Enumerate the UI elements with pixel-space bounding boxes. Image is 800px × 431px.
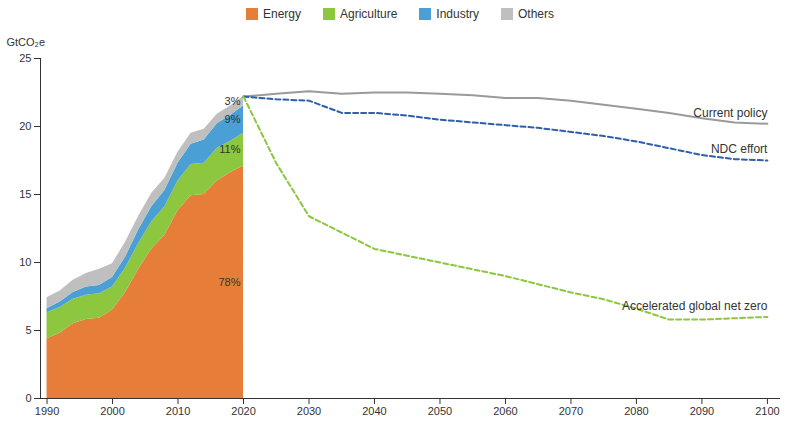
svg-text:2040: 2040	[362, 405, 386, 417]
svg-text:1990: 1990	[35, 405, 59, 417]
svg-text:Accelerated global net zero: Accelerated global net zero	[622, 299, 768, 313]
svg-text:2070: 2070	[559, 405, 583, 417]
svg-text:10: 10	[19, 256, 31, 268]
svg-text:GtCO₂e: GtCO₂e	[7, 36, 46, 48]
svg-text:20: 20	[19, 120, 31, 132]
svg-text:NDC effort: NDC effort	[711, 142, 768, 156]
svg-text:0: 0	[25, 392, 31, 404]
svg-text:11%: 11%	[219, 143, 240, 155]
svg-text:2010: 2010	[166, 405, 190, 417]
svg-text:2080: 2080	[624, 405, 648, 417]
svg-text:Current policy: Current policy	[693, 106, 767, 120]
svg-text:15: 15	[19, 188, 31, 200]
html-text:Agriculture: Agriculture	[340, 7, 398, 21]
svg-text:2020: 2020	[231, 405, 255, 417]
svg-text:2060: 2060	[493, 405, 517, 417]
svg-text:3%: 3%	[225, 95, 241, 107]
svg-text:78%: 78%	[218, 276, 240, 288]
svg-text:5: 5	[25, 324, 31, 336]
svg-text:2090: 2090	[690, 405, 714, 417]
svg-text:2030: 2030	[297, 405, 321, 417]
svg-text:2100: 2100	[755, 405, 779, 417]
svg-text:2050: 2050	[428, 405, 452, 417]
svg-text:25: 25	[19, 52, 31, 64]
html-text:Energy: Energy	[263, 7, 301, 21]
html-text:Industry: Industry	[436, 7, 479, 21]
svg-text:2000: 2000	[100, 405, 124, 417]
svg-text:9%: 9%	[225, 113, 241, 125]
html-text:Others: Others	[518, 7, 554, 21]
